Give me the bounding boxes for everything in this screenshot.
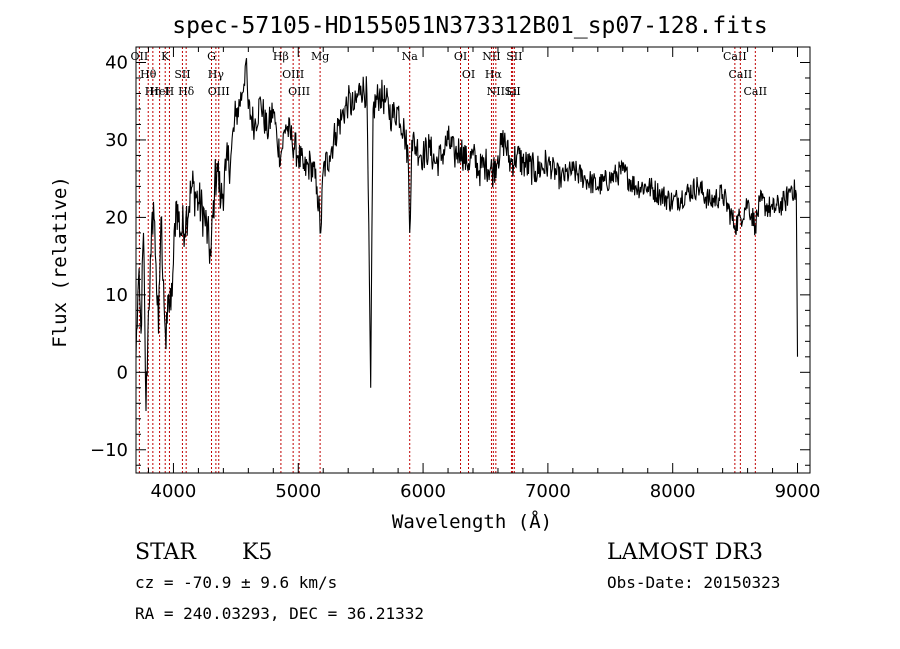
line-marker-label: OII: [131, 50, 149, 63]
line-marker-label: Hθ: [140, 68, 157, 81]
line-marker-label: Na: [402, 50, 419, 63]
line-marker-label: OI: [462, 68, 475, 81]
y-tick-label: 30: [105, 130, 128, 151]
y-axis-label: Flux (relative): [49, 176, 71, 348]
line-marker-label: Hβ: [273, 50, 289, 63]
line-marker-label: HeI: [149, 85, 169, 98]
line-marker-label: Hγ: [208, 68, 225, 81]
line-marker-label: SII: [174, 68, 190, 81]
y-tick-label: 10: [105, 285, 128, 306]
line-marker-label: CaII: [723, 50, 747, 63]
x-tick-label: 8000: [650, 481, 696, 502]
spectrum-series: [135, 58, 799, 412]
object-class: STAR: [135, 540, 197, 565]
redshift-velocity: cz = -70.9 ± 9.6 km/s: [135, 573, 337, 592]
line-marker-label: CaII: [743, 85, 767, 98]
x-tick-label: 4000: [151, 481, 197, 502]
object-subclass: K5: [242, 540, 272, 565]
line-marker-label: Li: [506, 85, 517, 98]
coordinates: RA = 240.03293, DEC = 36.21332: [135, 604, 424, 623]
y-tick-label: 40: [105, 52, 128, 73]
line-marker-label: CaII: [729, 68, 753, 81]
line-marker-label: Mg: [311, 50, 329, 63]
line-marker-label: G: [207, 50, 216, 63]
line-marker-label: OIII: [208, 85, 230, 98]
y-tick-label: 0: [117, 362, 128, 383]
line-marker-label: H: [165, 85, 175, 98]
line-marker-label: SII: [504, 85, 520, 98]
x-tick-label: 9000: [775, 481, 821, 502]
y-tick-label: −10: [90, 440, 128, 461]
line-marker-label: SII: [506, 50, 522, 63]
x-tick-label: 5000: [275, 481, 321, 502]
observation-date: Obs-Date: 20150323: [607, 573, 780, 592]
y-tick-label: 20: [105, 207, 128, 228]
line-marker-label: OIII: [288, 85, 310, 98]
line-marker-label: OI: [454, 50, 467, 63]
line-marker-label: Hδ: [178, 85, 195, 98]
x-tick-label: 7000: [525, 481, 571, 502]
survey-name: LAMOST DR3: [607, 540, 763, 565]
line-marker-label: NII: [487, 85, 505, 98]
x-axis-label: Wavelength (Å): [392, 510, 552, 533]
line-marker-label: Hα: [485, 68, 503, 81]
line-marker-label: K: [161, 50, 170, 63]
x-tick-label: 6000: [400, 481, 446, 502]
line-marker-label: Hη: [145, 85, 161, 98]
tick-labels: 4000 5000 6000 7000 8000 9000 −10 0 10 20 30 40: [90, 52, 820, 502]
spectrum-line: [135, 58, 799, 412]
line-marker-label: OIII: [282, 68, 304, 81]
chart-title: spec-57105-HD155051N373312B01_sp07-128.f…: [172, 13, 767, 39]
plot-axes: [135, 46, 811, 474]
